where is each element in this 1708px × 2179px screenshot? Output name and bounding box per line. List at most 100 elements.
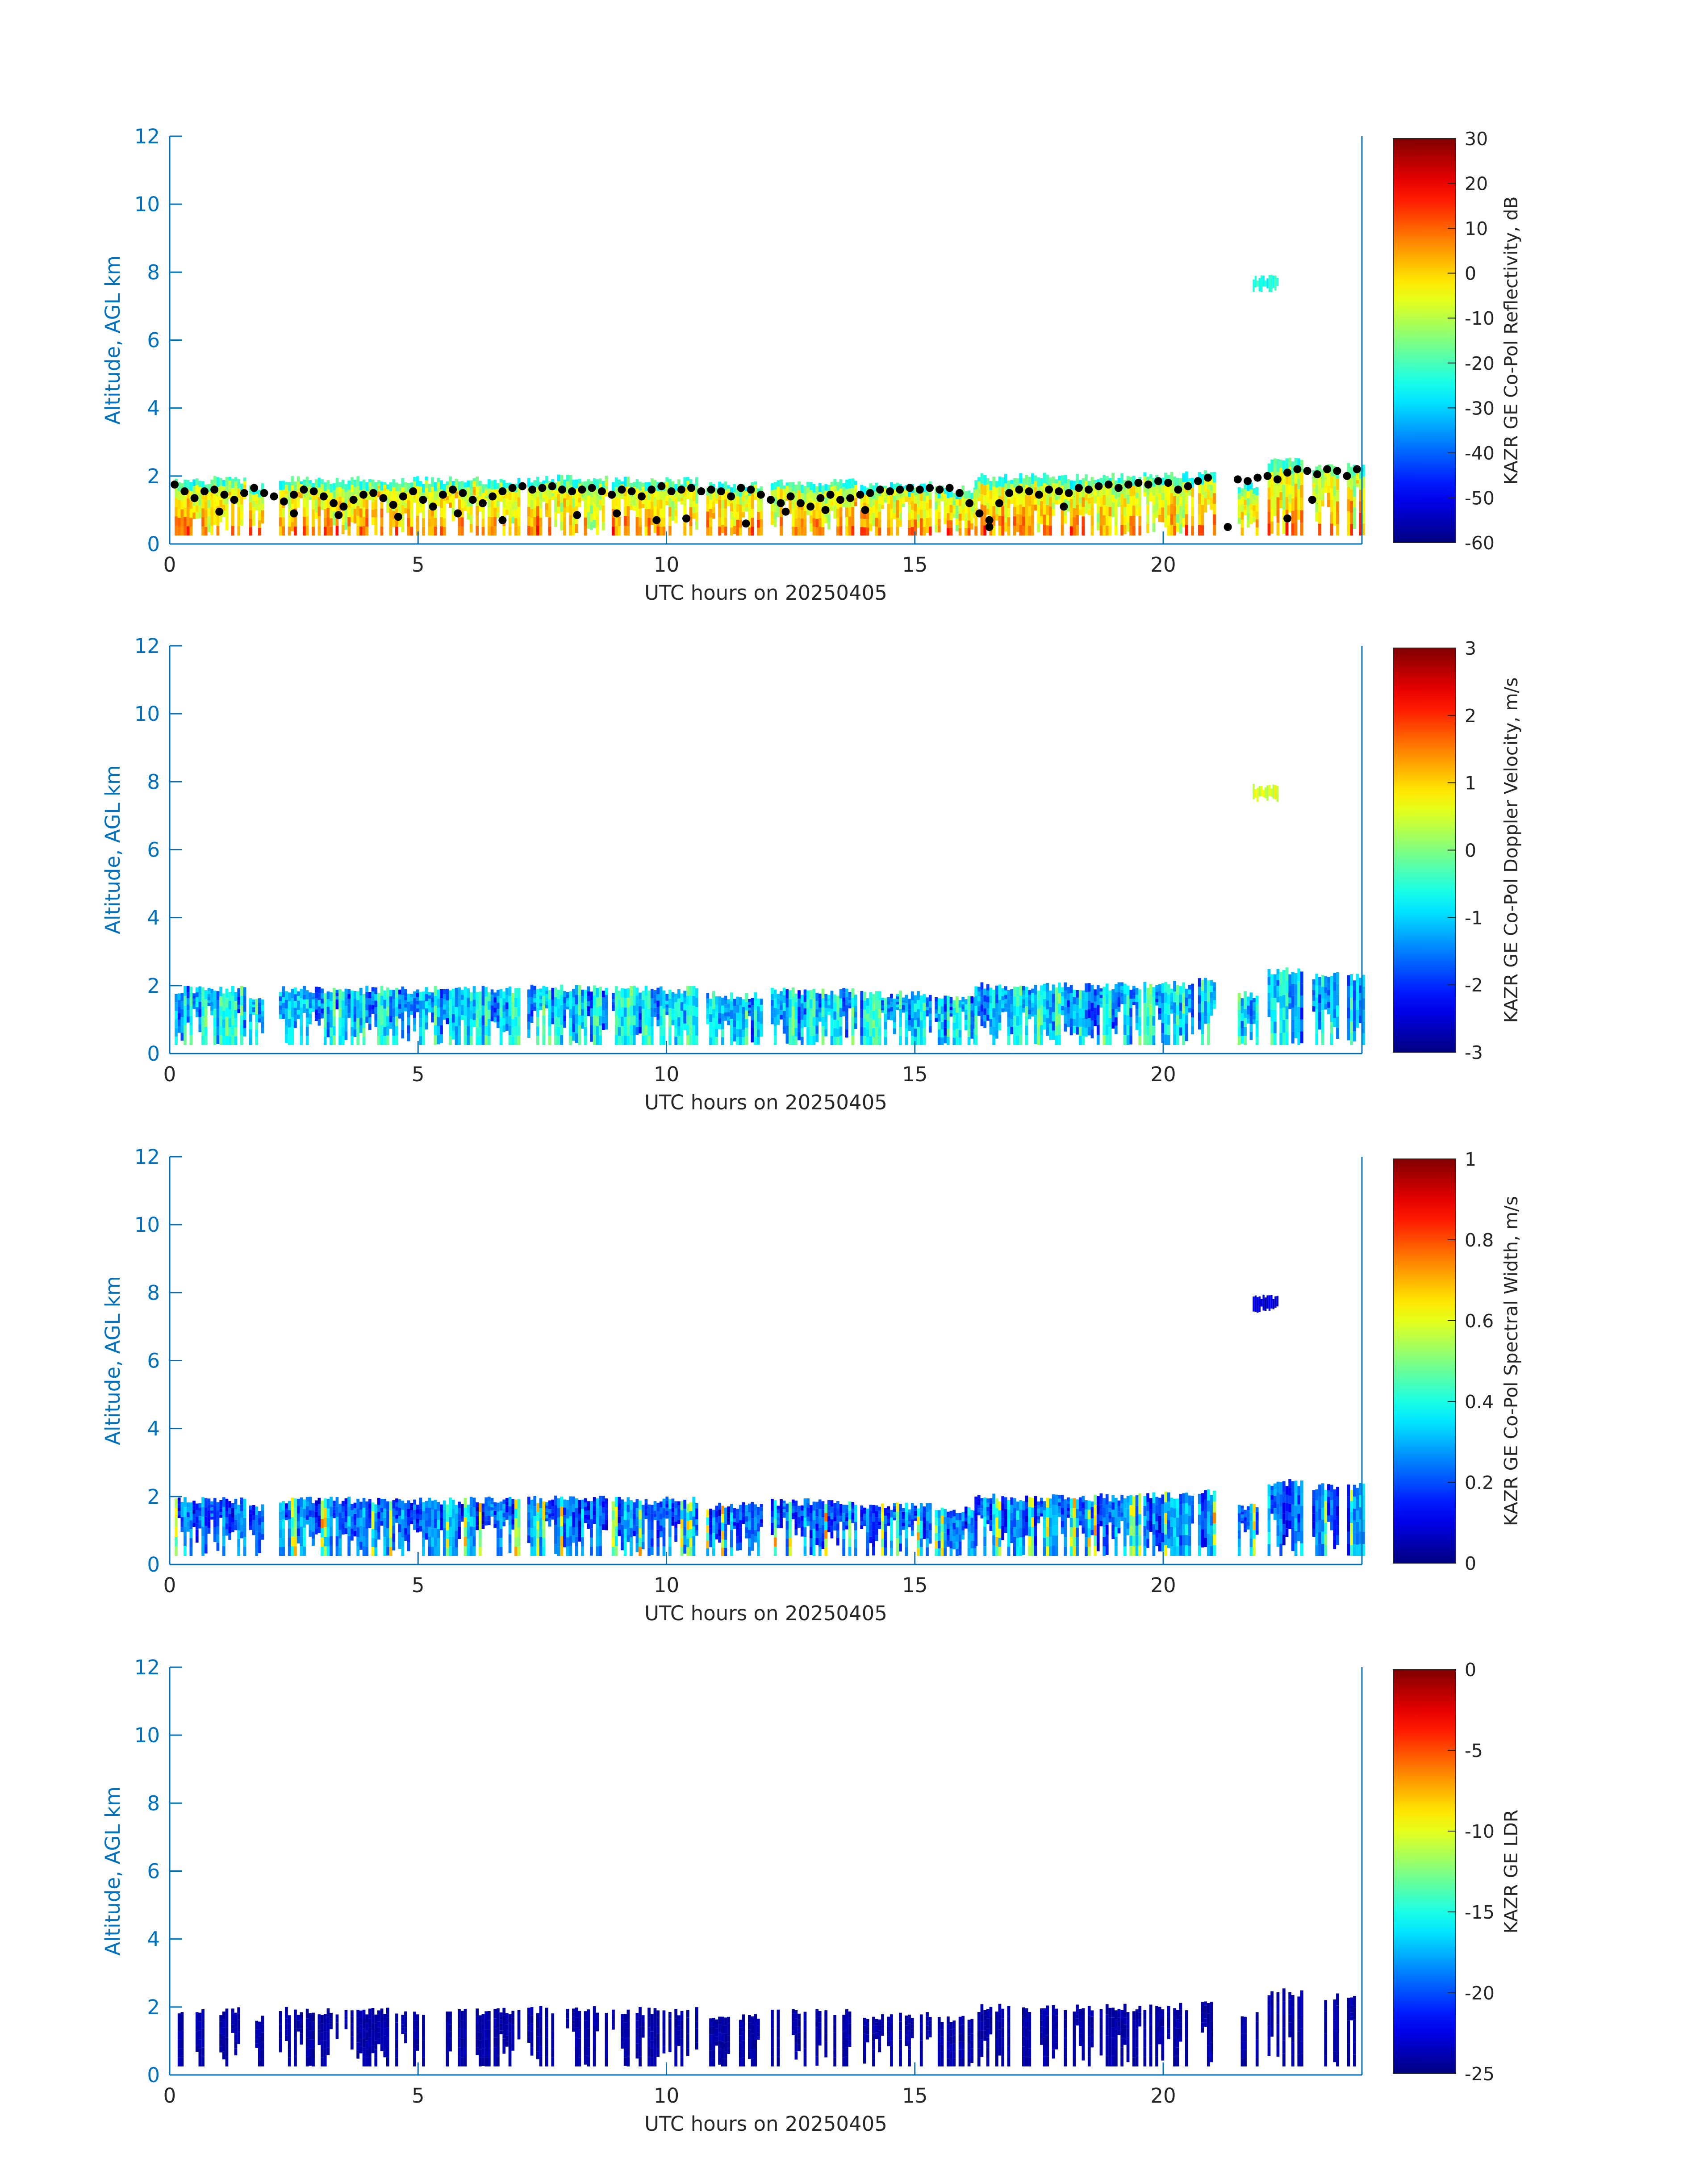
heatmap-cell bbox=[1061, 475, 1064, 485]
heatmap-cell bbox=[1120, 990, 1123, 993]
heatmap-cell bbox=[226, 1517, 229, 1523]
heatmap-cell bbox=[1123, 1004, 1127, 1014]
heatmap-cell bbox=[1321, 500, 1324, 506]
heatmap-cell bbox=[1244, 510, 1247, 515]
heatmap-cell bbox=[1094, 1020, 1097, 1026]
heatmap-cell bbox=[201, 1035, 205, 1045]
heatmap-cell bbox=[1288, 997, 1291, 1003]
heatmap-cell bbox=[395, 1036, 398, 1045]
heatmap-cell bbox=[947, 528, 950, 535]
heatmap-cell bbox=[1097, 522, 1100, 530]
heatmap-cell bbox=[981, 1019, 984, 1026]
heatmap-cell bbox=[605, 476, 608, 479]
heatmap-cell bbox=[488, 479, 491, 489]
heatmap-cell bbox=[279, 490, 282, 499]
heatmap-cell bbox=[285, 1000, 288, 1008]
heatmap-cell bbox=[1120, 515, 1123, 525]
heatmap-cell bbox=[1138, 497, 1141, 506]
scatter-point bbox=[290, 491, 298, 499]
heatmap-cell bbox=[318, 1498, 321, 1504]
heatmap-cell bbox=[192, 479, 196, 486]
heatmap-cell bbox=[986, 484, 990, 490]
heatmap-cell bbox=[1138, 526, 1141, 535]
heatmap-cell bbox=[804, 486, 807, 494]
heatmap-cell bbox=[1201, 515, 1204, 525]
heatmap-cell bbox=[416, 516, 419, 526]
heatmap-cell bbox=[178, 527, 181, 535]
heatmap-cell bbox=[237, 1531, 240, 1539]
heatmap-cell bbox=[578, 985, 581, 995]
scatter-point bbox=[489, 493, 497, 501]
heatmap-cell bbox=[527, 1006, 530, 1014]
heatmap-cell bbox=[505, 1002, 509, 1009]
heatmap-cell bbox=[727, 1008, 730, 1012]
heatmap-cell bbox=[452, 997, 455, 1006]
heatmap-cell bbox=[222, 1517, 226, 1527]
heatmap-cell bbox=[642, 1000, 645, 1009]
heatmap-cell bbox=[354, 1525, 357, 1531]
heatmap-cell bbox=[1118, 982, 1121, 987]
heatmap-cell bbox=[458, 518, 461, 527]
heatmap-cell bbox=[294, 1547, 297, 1556]
heatmap-cell bbox=[1115, 1009, 1118, 1017]
heatmap-cell bbox=[878, 512, 881, 520]
heatmap-cell bbox=[473, 1020, 476, 1027]
heatmap-cell bbox=[395, 482, 398, 491]
heatmap-cell bbox=[282, 1501, 285, 1510]
heatmap-cell bbox=[213, 517, 217, 525]
heatmap-cell bbox=[813, 989, 816, 998]
heatmap-cell bbox=[178, 1505, 181, 1508]
heatmap-cell bbox=[605, 988, 608, 995]
heatmap-cell bbox=[1201, 495, 1204, 505]
heatmap-cell bbox=[479, 481, 482, 486]
heatmap-cell bbox=[181, 1502, 184, 1507]
heatmap-cell bbox=[291, 476, 294, 485]
heatmap-cell bbox=[706, 1019, 710, 1024]
heatmap-cell bbox=[359, 1010, 363, 1018]
heatmap-cell bbox=[297, 502, 300, 508]
heatmap-cell bbox=[347, 508, 351, 518]
heatmap-cell bbox=[252, 1515, 255, 1520]
heatmap-cell bbox=[395, 1026, 398, 1035]
heatmap-cell bbox=[920, 501, 923, 510]
colorbar-tick-label: -60 bbox=[1465, 532, 1495, 554]
heatmap-cell bbox=[621, 496, 624, 499]
heatmap-cell bbox=[1318, 1003, 1321, 1012]
heatmap-cell bbox=[822, 1026, 825, 1036]
heatmap-cell bbox=[715, 493, 718, 496]
heatmap-cell bbox=[297, 497, 300, 502]
heatmap-cell bbox=[1129, 999, 1132, 1008]
heatmap-cell bbox=[1067, 479, 1070, 485]
heatmap-cell bbox=[1238, 1019, 1241, 1028]
heatmap-cell bbox=[1082, 498, 1085, 507]
heatmap-cell bbox=[243, 987, 246, 995]
heatmap-cell bbox=[330, 1536, 333, 1546]
heatmap-cell bbox=[1204, 484, 1207, 491]
heatmap-cell bbox=[1019, 515, 1022, 525]
heatmap-cell bbox=[208, 508, 211, 516]
heatmap-cell bbox=[324, 1527, 327, 1537]
scatter-point bbox=[1313, 470, 1321, 478]
heatmap-cell bbox=[312, 1009, 315, 1012]
heatmap-cell bbox=[884, 1029, 887, 1037]
heatmap-cell bbox=[1102, 1035, 1106, 1045]
heatmap-cell bbox=[630, 1016, 633, 1025]
heatmap-cell bbox=[815, 1017, 819, 1025]
heatmap-cell bbox=[1288, 476, 1291, 485]
heatmap-cell bbox=[947, 506, 950, 513]
heatmap-cell bbox=[1058, 476, 1061, 481]
heatmap-cell bbox=[1274, 986, 1277, 998]
heatmap-cell bbox=[563, 526, 566, 535]
heatmap-cell bbox=[806, 1018, 810, 1027]
heatmap-cell bbox=[243, 1547, 246, 1556]
heatmap-cell bbox=[905, 1003, 908, 1012]
heatmap-cell bbox=[706, 1008, 710, 1014]
heatmap-cell bbox=[599, 1016, 602, 1026]
heatmap-cell bbox=[213, 476, 217, 484]
heatmap-cell bbox=[774, 489, 777, 497]
heatmap-cell bbox=[689, 996, 693, 1006]
heatmap-cell bbox=[896, 999, 899, 1002]
heatmap-cell bbox=[493, 517, 497, 526]
heatmap-cell bbox=[575, 1033, 578, 1043]
heatmap-cell bbox=[1273, 785, 1274, 799]
